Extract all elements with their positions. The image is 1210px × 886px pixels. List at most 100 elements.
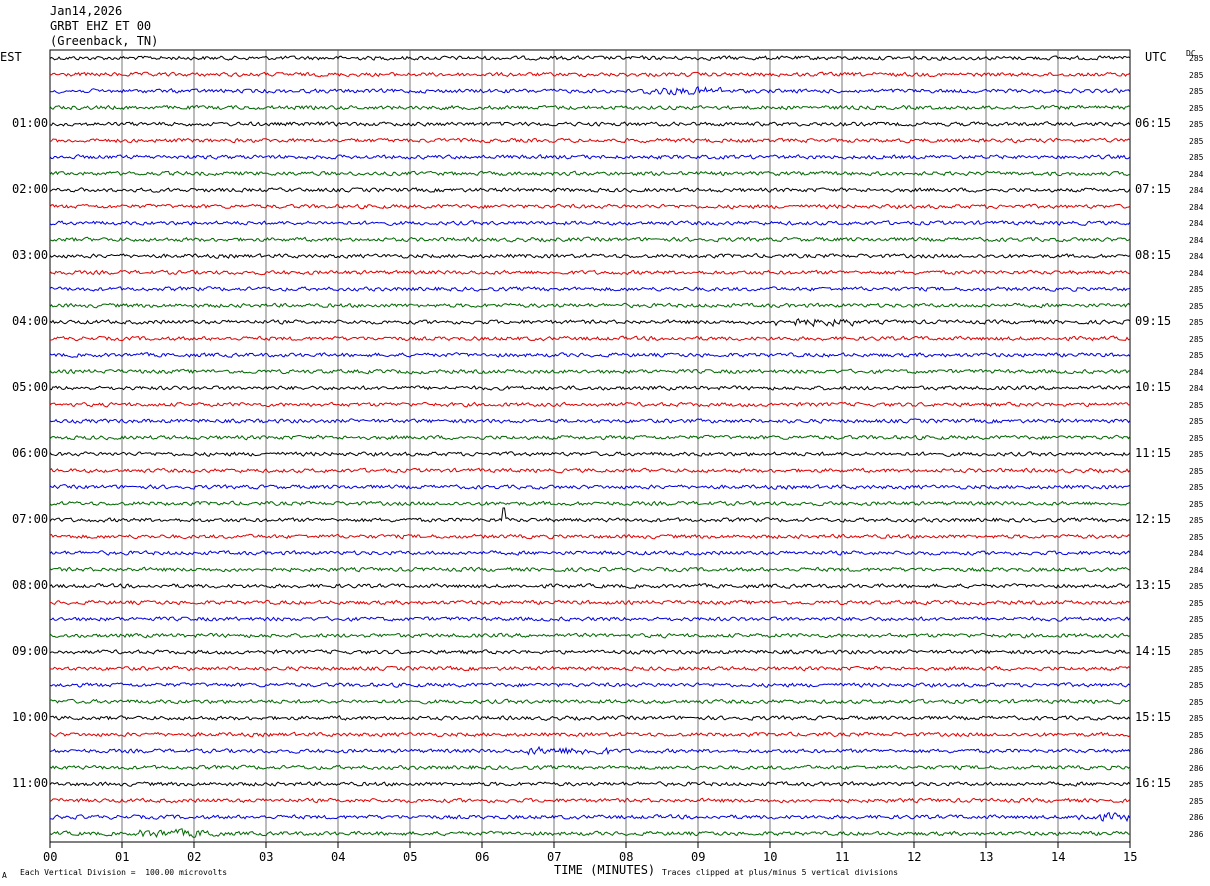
dc-offset-value: 285 bbox=[1189, 87, 1204, 96]
x-tick-label: 11 bbox=[835, 850, 850, 864]
dc-offset-value: 285 bbox=[1189, 466, 1204, 476]
dc-offset-value: 285 bbox=[1189, 70, 1204, 80]
utc-hour-label: 11:15 bbox=[1135, 446, 1172, 460]
seismic-trace bbox=[49, 220, 1131, 226]
est-hour-label: 05:00 bbox=[12, 380, 49, 394]
seismic-trace bbox=[49, 682, 1131, 688]
dc-offset-value: 285 bbox=[1189, 780, 1204, 789]
seismic-trace bbox=[49, 764, 1131, 771]
utc-hour-label: 16:15 bbox=[1135, 776, 1172, 790]
seismic-trace bbox=[49, 583, 1131, 589]
seismic-trace bbox=[49, 467, 1131, 474]
est-hour-label: 01:00 bbox=[12, 116, 49, 130]
dc-offset-value: 285 bbox=[1189, 318, 1204, 327]
utc-hour-label: 08:15 bbox=[1135, 248, 1172, 262]
dc-offset-value: 285 bbox=[1189, 334, 1204, 344]
est-hour-label: 02:00 bbox=[12, 182, 49, 196]
dc-offset-value: 285 bbox=[1189, 285, 1204, 294]
seismic-trace bbox=[49, 484, 1131, 490]
seismic-trace bbox=[49, 55, 1131, 61]
clip-note: Traces clipped at plus/minus 5 vertical … bbox=[662, 868, 899, 877]
seismic-trace bbox=[49, 236, 1131, 243]
x-tick-label: 03 bbox=[259, 850, 274, 864]
dc-offset-value: 285 bbox=[1189, 301, 1204, 311]
dc-offset-value: 286 bbox=[1189, 829, 1204, 839]
plot-frame bbox=[49, 49, 1131, 843]
seismic-trace bbox=[49, 385, 1131, 391]
x-tick-label: 12 bbox=[907, 850, 922, 864]
dc-offset-value: 285 bbox=[1189, 103, 1204, 113]
x-tick-label: 13 bbox=[979, 850, 994, 864]
dc-offset-value: 284 bbox=[1189, 169, 1204, 179]
seismic-trace bbox=[49, 566, 1131, 573]
seismic-trace bbox=[49, 401, 1131, 408]
dc-offset-value: 285 bbox=[1189, 351, 1204, 360]
seismic-trace bbox=[49, 550, 1131, 556]
seismic-trace bbox=[49, 451, 1131, 457]
seismic-trace bbox=[49, 500, 1131, 507]
dc-offset-value: 284 bbox=[1189, 268, 1204, 278]
dc-offset-value: 284 bbox=[1189, 252, 1204, 261]
seismic-trace bbox=[49, 797, 1131, 804]
x-axis-title: TIME (MINUTES) bbox=[554, 863, 656, 877]
seismic-trace bbox=[49, 811, 1131, 823]
seismic-trace bbox=[49, 187, 1131, 193]
dc-offset-value: 284 bbox=[1189, 549, 1204, 558]
seismic-trace bbox=[49, 71, 1131, 78]
est-hour-label: 07:00 bbox=[12, 512, 49, 526]
scale-note: Each Vertical Division = 100.00 microvol… bbox=[20, 868, 228, 877]
est-hour-label: 09:00 bbox=[12, 644, 49, 658]
seismic-trace bbox=[49, 137, 1131, 144]
dc-offset-value: 284 bbox=[1189, 186, 1204, 195]
x-tick-label: 00 bbox=[43, 850, 58, 864]
est-hour-label: 11:00 bbox=[12, 776, 49, 790]
dc-offset-value: 285 bbox=[1189, 433, 1204, 443]
seismic-trace bbox=[49, 253, 1131, 259]
seismic-trace bbox=[49, 302, 1131, 309]
seismic-trace bbox=[50, 599, 1131, 606]
utc-hour-label: 06:15 bbox=[1135, 116, 1172, 130]
utc-hour-label: 10:15 bbox=[1135, 380, 1172, 394]
seismic-trace bbox=[49, 85, 1131, 96]
seismic-trace bbox=[49, 731, 1131, 738]
est-hour-label: 06:00 bbox=[12, 446, 49, 460]
dc-offset-value: 285 bbox=[1189, 664, 1204, 674]
dc-offset-value: 285 bbox=[1189, 153, 1204, 162]
x-tick-label: 01 bbox=[115, 850, 130, 864]
dc-offset-value: 285 bbox=[1189, 648, 1204, 657]
dc-offset-value: 285 bbox=[1189, 532, 1204, 542]
seismic-trace bbox=[49, 533, 1131, 540]
left-timezone-label: EST bbox=[0, 50, 22, 64]
utc-hour-label: 15:15 bbox=[1135, 710, 1172, 724]
dc-offset-value: 285 bbox=[1189, 631, 1204, 641]
dc-offset-value: 285 bbox=[1189, 681, 1204, 690]
seismic-trace bbox=[49, 121, 1131, 127]
right-timezone-label: UTC bbox=[1145, 50, 1167, 64]
utc-hour-label: 09:15 bbox=[1135, 314, 1172, 328]
seismic-trace bbox=[50, 335, 1131, 342]
dc-offset-value: 286 bbox=[1189, 747, 1204, 756]
x-tick-label: 06 bbox=[475, 850, 490, 864]
dc-offset-value: 284 bbox=[1189, 384, 1204, 393]
dc-offset-value: 284 bbox=[1189, 235, 1204, 245]
dc-offset-value: 284 bbox=[1189, 367, 1204, 377]
header-date: Jan14,2026 bbox=[50, 4, 123, 18]
seismic-trace bbox=[49, 745, 1131, 756]
est-hour-label: 08:00 bbox=[12, 578, 49, 592]
x-tick-label: 15 bbox=[1123, 850, 1138, 864]
seismic-trace bbox=[49, 286, 1131, 292]
dc-offset-value: 285 bbox=[1189, 615, 1204, 624]
seismic-trace bbox=[49, 352, 1131, 358]
seismic-trace bbox=[49, 269, 1131, 276]
seismic-trace bbox=[49, 632, 1131, 639]
corner-mark: A bbox=[2, 871, 7, 880]
dc-offset-value: 285 bbox=[1189, 136, 1204, 146]
header-location: (Greenback, TN) bbox=[50, 34, 159, 48]
utc-hour-label: 13:15 bbox=[1135, 578, 1172, 592]
est-hour-label: 10:00 bbox=[12, 710, 49, 724]
x-tick-label: 04 bbox=[331, 850, 346, 864]
seismic-trace bbox=[49, 368, 1131, 375]
utc-hour-label: 12:15 bbox=[1135, 512, 1172, 526]
dc-offset-value: 285 bbox=[1189, 499, 1204, 509]
